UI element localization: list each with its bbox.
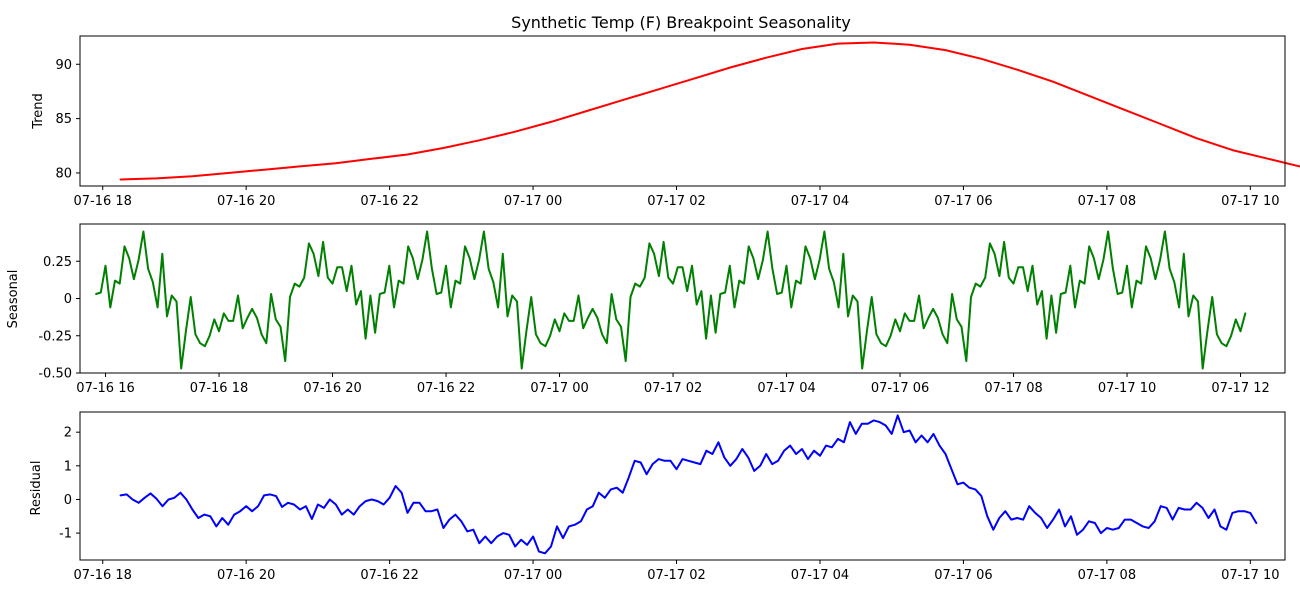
residual-xtick-label-3: 07-17 00 — [504, 568, 562, 583]
seasonal-series-line — [95, 230, 1247, 370]
residual-xtick-label-6: 07-17 06 — [934, 568, 992, 583]
chart-title: Synthetic Temp (F) Breakpoint Seasonalit… — [511, 13, 851, 32]
trend-axes-frame — [79, 35, 1286, 187]
trend-xtick-label-2: 07-16 22 — [360, 194, 418, 209]
seasonal-xtick-label-3: 07-16 22 — [417, 381, 475, 396]
seasonal-xtick-label-6: 07-17 04 — [757, 381, 815, 396]
trend-xtick-label-1: 07-16 20 — [217, 194, 275, 209]
residual-ytick-label-2: 1 — [64, 459, 72, 474]
seasonal-xtick-label-2: 07-16 20 — [303, 381, 361, 396]
trend-ylabel: Trend — [31, 93, 46, 130]
residual-ytick-label-0: -1 — [59, 527, 72, 542]
residual-series-line — [119, 414, 1258, 555]
trend-xtick-label-0: 07-16 18 — [73, 194, 131, 209]
trend-xtick-label-8: 07-17 10 — [1221, 194, 1279, 209]
trend-xtick-label-3: 07-17 00 — [504, 194, 562, 209]
trend-xtick-label-4: 07-17 02 — [647, 194, 705, 209]
trend-xtick-label-6: 07-17 06 — [934, 194, 992, 209]
residual-xtick-label-1: 07-16 20 — [217, 568, 275, 583]
residual-xtick-label-5: 07-17 04 — [791, 568, 849, 583]
seasonal-axes-frame — [79, 223, 1286, 374]
residual-xtick-label-2: 07-16 22 — [360, 568, 418, 583]
residual-ylabel: Residual — [29, 461, 44, 516]
seasonal-xtick-label-9: 07-17 10 — [1098, 381, 1156, 396]
seasonal-xtick-label-10: 07-17 12 — [1211, 381, 1269, 396]
residual-xtick-label-7: 07-17 08 — [1078, 568, 1136, 583]
trend-series-line — [119, 41, 1300, 181]
seasonal-ylabel: Seasonal — [6, 270, 21, 329]
trend-ytick-label-0: 80 — [55, 166, 72, 181]
trend-xtick-label-7: 07-17 08 — [1078, 194, 1136, 209]
trend-ytick-label-2: 90 — [55, 58, 72, 73]
seasonal-panel: Seasonal 07-16 16 07-16 18 07-16 20 07-16 2… — [6, 223, 1286, 396]
residual-xtick-label-8: 07-17 10 — [1221, 568, 1279, 583]
seasonal-ytick-label-2: 0 — [64, 292, 72, 307]
seasonal-xtick-label-0: 07-16 16 — [76, 381, 134, 396]
residual-xtick-label-0: 07-16 18 — [73, 568, 131, 583]
seasonal-xtick-label-4: 07-17 00 — [530, 381, 588, 396]
trend-ytick-label-1: 85 — [55, 112, 72, 127]
residual-ytick-label-3: 2 — [64, 426, 72, 441]
seasonal-ytick-label-3: 0.25 — [43, 255, 72, 270]
seasonal-xtick-label-8: 07-17 08 — [984, 381, 1042, 396]
residual-ytick-label-1: 0 — [64, 493, 72, 508]
seasonal-ytick-label-0: -0.50 — [38, 367, 72, 382]
seasonal-xtick-label-5: 07-17 02 — [644, 381, 702, 396]
residual-xtick-label-4: 07-17 02 — [647, 568, 705, 583]
seasonal-ytick-label-1: -0.25 — [38, 329, 72, 344]
seasonal-xtick-label-7: 07-17 06 — [871, 381, 929, 396]
residual-axes-frame — [79, 411, 1286, 561]
seasonal-xtick-label-1: 07-16 18 — [190, 381, 248, 396]
trend-panel: Trend 07-16 18 07-16 20 07-16 22 07-17 00 07… — [31, 35, 1300, 209]
trend-xtick-label-5: 07-17 04 — [791, 194, 849, 209]
residual-panel: Residual 07-16 18 07-16 20 07-16 22 07-17 0… — [29, 411, 1286, 583]
